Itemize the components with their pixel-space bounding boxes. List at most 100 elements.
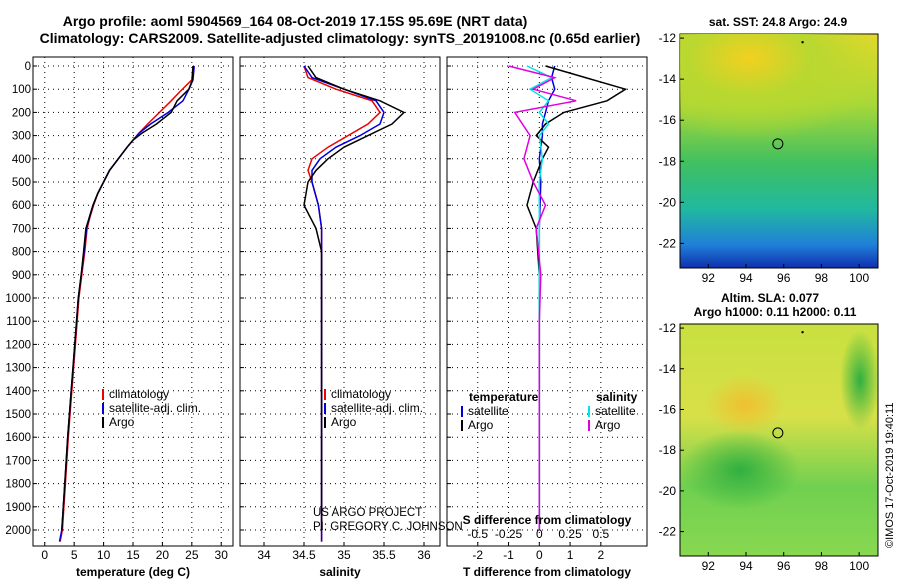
depth-tick-label: 1800 xyxy=(5,479,31,491)
map-x-tick-label: 92 xyxy=(702,271,716,285)
island-marker xyxy=(801,41,804,44)
series-line-salinity-argo xyxy=(508,65,577,530)
secondary-x-axis-label: S difference from climatology xyxy=(463,513,632,527)
secondary-x-tick-label: 0 xyxy=(536,527,543,541)
x-tick-label: 20 xyxy=(156,548,170,562)
series-line-climatology xyxy=(303,65,381,542)
map-y-tick-label: -16 xyxy=(659,402,677,416)
depth-tick-label: 200 xyxy=(12,107,31,119)
legend-label: satellite-adj. clim. xyxy=(109,401,201,415)
series-line-satellite-adj-clim- xyxy=(58,65,195,542)
x-tick-label: -2 xyxy=(472,548,483,562)
depth-tick-label: 300 xyxy=(12,131,31,143)
sst-map-axes: 92 94 96 98 100 -12 -14 -16 -18 -20 -22 xyxy=(659,31,870,285)
depth-tick-label: 100 xyxy=(12,84,31,96)
depth-tick-label: 1000 xyxy=(5,293,31,305)
map-y-tick-label: -22 xyxy=(659,525,677,539)
x-tick-label: -1 xyxy=(503,548,514,562)
secondary-x-tick-label: 0.25 xyxy=(558,527,582,541)
secondary-x-tick-label: 0.5 xyxy=(593,527,610,541)
depth-tick-label: 2000 xyxy=(5,525,31,537)
sla-map-title-2: Argo h1000: 0.11 h2000: 0.11 xyxy=(694,305,857,319)
x-tick-label: 35 xyxy=(337,548,351,562)
x-tick-label: 1 xyxy=(567,548,574,562)
x-tick-label: 25 xyxy=(185,548,199,562)
sla-map-high-patch xyxy=(705,375,785,435)
map-x-tick-label: 100 xyxy=(849,271,869,285)
map-y-tick-label: -14 xyxy=(659,362,677,376)
sst-map-warm-patch xyxy=(680,34,878,154)
sla-map-low-patch xyxy=(680,430,800,510)
x-axis-label: temperature (deg C) xyxy=(76,565,190,579)
map-x-tick-label: 96 xyxy=(777,271,791,285)
map-x-tick-label: 98 xyxy=(815,271,829,285)
secondary-x-tick-label: -0.5 xyxy=(467,527,488,541)
sla-map-axes: 92 94 96 98 100 -12 -14 -16 -18 -20 -22 xyxy=(659,321,870,573)
island-marker xyxy=(801,330,804,334)
profile-panel-2: 34 34.5 35 35.5 36 salinity climatologysatelli… xyxy=(239,56,441,579)
sla-map: Altim. SLA: 0.077 Argo h1000: 0.11 h2000… xyxy=(659,291,880,573)
map-x-tick-label: 94 xyxy=(739,559,753,573)
depth-tick-label: 1900 xyxy=(5,502,31,514)
map-x-tick-label: 96 xyxy=(777,559,791,573)
title-line-1: Argo profile: aoml 5904569_164 08-Oct-20… xyxy=(63,13,528,29)
depth-tick-label: 1500 xyxy=(5,409,31,421)
imos-stamp: ©IMOS 17-Oct-2019 19:40:11 xyxy=(884,403,896,548)
legend-label: Argo xyxy=(331,415,357,429)
map-y-tick-label: -20 xyxy=(659,195,677,209)
map-y-tick-label: -20 xyxy=(659,484,677,498)
x-tick-label: 15 xyxy=(126,548,140,562)
profile-panel-3: -2 -1 0 1 2 T difference from climatology S di… xyxy=(446,56,648,579)
x-tick-label: 0 xyxy=(41,548,48,562)
depth-tick-label: 1400 xyxy=(5,386,31,398)
map-y-tick-label: -18 xyxy=(659,154,677,168)
secondary-x-tick-label: -0.25 xyxy=(495,527,523,541)
x-tick-label: 35.5 xyxy=(372,548,396,562)
series-line-climatology xyxy=(59,65,194,542)
sla-map-title-1: Altim. SLA: 0.077 xyxy=(721,291,819,305)
map-y-tick-label: -12 xyxy=(659,31,677,45)
sla-map-low-patch-2 xyxy=(840,330,880,430)
depth-tick-label: 800 xyxy=(12,247,31,259)
profile-panel-1: 0 5 10 15 20 25 30 temperature (deg C) climatolo… xyxy=(32,56,234,579)
depth-tick-label: 1300 xyxy=(5,363,31,375)
x-axis-label: T difference from climatology xyxy=(463,565,631,579)
x-tick-label: 10 xyxy=(97,548,111,562)
project-credit-2: PI: GREGORY C. JOHNSON xyxy=(313,521,463,533)
x-tick-label: 5 xyxy=(71,548,78,562)
series-line-salinity-satellite xyxy=(526,65,554,530)
map-x-tick-label: 98 xyxy=(815,559,829,573)
legend-label: Argo xyxy=(595,418,621,432)
x-tick-label: 30 xyxy=(215,548,229,562)
depth-tick-label: 400 xyxy=(12,154,31,166)
map-y-tick-label: -14 xyxy=(659,72,677,86)
depth-tick-label: 600 xyxy=(12,200,31,212)
depth-tick-label: 700 xyxy=(12,223,31,235)
legend-label: satellite xyxy=(595,404,636,418)
series-line-temperature-argo xyxy=(526,65,628,530)
map-x-tick-label: 92 xyxy=(702,559,716,573)
depth-tick-label: 500 xyxy=(12,177,31,189)
depth-tick-label: 900 xyxy=(12,270,31,282)
sst-map-title: sat. SST: 24.8 Argo: 24.9 xyxy=(709,15,848,29)
project-credit-1: US ARGO PROJECT xyxy=(313,507,422,519)
title-line-2: Climatology: CARS2009. Satellite-adjuste… xyxy=(40,30,641,46)
depth-tick-label: 1200 xyxy=(5,339,31,351)
map-y-tick-label: -18 xyxy=(659,443,677,457)
panel-frame xyxy=(446,56,648,547)
map-y-tick-label: -22 xyxy=(659,236,677,250)
legend-label: climatology xyxy=(109,387,169,401)
depth-tick-label: 1600 xyxy=(5,432,31,444)
x-tick-label: 34 xyxy=(257,548,271,562)
sst-map: sat. SST: 24.8 Argo: 24.9 92 94 96 98 100 -12… xyxy=(659,15,879,285)
argo-location-marker xyxy=(772,427,784,439)
series-line-argo xyxy=(61,65,194,531)
depth-tick-label: 1100 xyxy=(6,316,31,328)
series-line-argo xyxy=(303,65,406,530)
legend-label: Argo xyxy=(468,418,494,432)
legend-label: Argo xyxy=(109,415,135,429)
legend-label: climatology xyxy=(331,387,391,401)
panel-frame xyxy=(239,56,441,547)
